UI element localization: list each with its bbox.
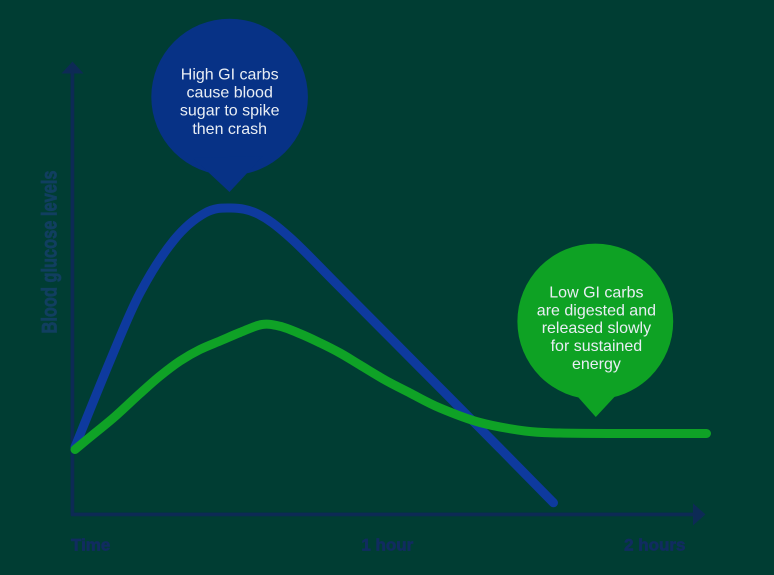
svg-text:2 hours: 2 hours <box>624 535 685 554</box>
svg-text:Low GI carbs: Low GI carbs <box>549 285 643 302</box>
svg-text:cause blood: cause blood <box>187 85 273 102</box>
svg-text:energy: energy <box>572 356 621 373</box>
svg-text:1 hour: 1 hour <box>361 535 413 554</box>
svg-text:for sustained: for sustained <box>551 338 643 355</box>
svg-text:sugar to spike: sugar to spike <box>180 103 280 120</box>
svg-text:then crash: then crash <box>192 121 267 138</box>
svg-text:are digested and: are digested and <box>537 302 656 319</box>
svg-text:released slowly: released slowly <box>542 320 651 337</box>
svg-text:High GI carbs: High GI carbs <box>181 66 279 83</box>
svg-text:Time: Time <box>71 535 110 554</box>
svg-text:Blood glucose levels: Blood glucose levels <box>38 171 61 334</box>
